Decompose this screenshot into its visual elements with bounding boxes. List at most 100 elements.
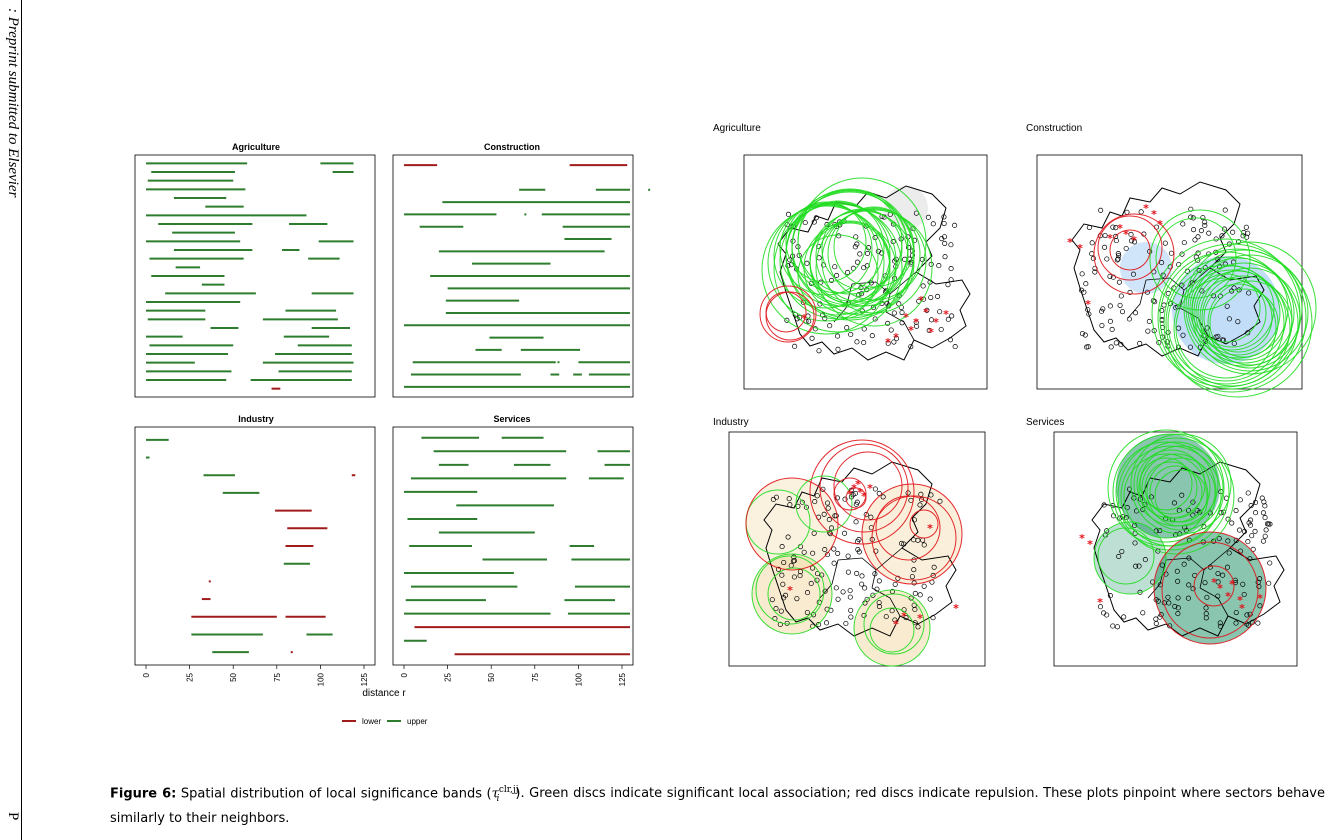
municipality-point	[1108, 344, 1114, 350]
municipality-point	[876, 604, 882, 610]
association-disc	[1146, 457, 1216, 527]
preprint-side-label: : Preprint submitted to Elsevier	[5, 8, 21, 198]
repulsion-disc	[871, 495, 957, 581]
municipality-point	[945, 316, 951, 322]
caption-text-after: ). Green discs indicate significant loca…	[110, 786, 1325, 826]
panel-title: Agriculture	[232, 142, 280, 152]
municipality-point	[1117, 302, 1123, 308]
municipality-point	[1118, 293, 1124, 299]
municipality-point	[861, 340, 867, 346]
municipality-point	[1099, 322, 1105, 329]
municipality-point	[864, 263, 870, 269]
municipality-point	[949, 313, 955, 319]
municipality-point	[828, 525, 835, 531]
panel-agriculture: Agriculture	[134, 142, 376, 398]
x-tick-label: 125	[360, 672, 369, 686]
municipality-point	[1257, 576, 1263, 582]
association-disc	[1165, 256, 1299, 390]
municipality-point	[1084, 344, 1090, 350]
municipality-point	[924, 307, 930, 313]
panel-frame	[134, 154, 376, 398]
municipality-point	[1252, 528, 1258, 534]
significant-point-marker: *	[918, 294, 924, 307]
repulsion-disc	[1109, 229, 1151, 271]
significant-point-marker: *	[1239, 602, 1245, 615]
municipality-point	[785, 211, 791, 217]
municipality-point	[864, 250, 871, 257]
x-axis-industry: 0 25 50 75 100 125	[142, 665, 369, 686]
municipality-point	[1167, 623, 1173, 629]
association-disc	[1123, 453, 1209, 539]
municipality-point	[1128, 231, 1134, 238]
municipality-point	[1162, 240, 1168, 246]
significant-point-marker: *	[903, 311, 909, 324]
significant-point-marker: *	[927, 522, 933, 535]
interval-group	[404, 164, 651, 388]
municipality-point	[1241, 528, 1247, 534]
municipality-point	[952, 344, 958, 350]
municipality-point	[930, 572, 936, 579]
municipality-point	[809, 335, 815, 341]
municipality-point	[825, 505, 831, 511]
association-disc	[1093, 521, 1167, 595]
page-side-label-bottom: P	[5, 812, 21, 821]
municipality-point	[1267, 560, 1273, 566]
municipality-point	[1241, 591, 1247, 598]
association-disc	[1154, 469, 1208, 523]
municipality-point	[919, 496, 925, 503]
association-disc	[1097, 527, 1155, 585]
municipality-point	[919, 256, 925, 262]
municipality-point	[780, 581, 786, 587]
municipality-point	[808, 580, 814, 587]
municipality-point	[1253, 510, 1259, 516]
association-disc	[1120, 445, 1222, 547]
municipality-point	[781, 595, 787, 601]
municipality-point	[1090, 255, 1096, 262]
repulsion-disc	[759, 285, 817, 343]
municipality-point	[1222, 207, 1228, 213]
x-tick-label: 50	[487, 672, 496, 681]
municipality-point	[903, 615, 909, 621]
municipality-point	[1089, 240, 1095, 246]
municipality-point	[1113, 340, 1119, 346]
significant-point-marker: *	[851, 482, 857, 495]
municipality-point	[945, 282, 951, 288]
municipality-point	[899, 540, 905, 547]
municipality-point	[1081, 289, 1087, 295]
municipality-point	[1202, 580, 1208, 586]
municipality-point	[1123, 245, 1129, 252]
municipality-point	[1215, 570, 1221, 577]
municipality-point	[1142, 557, 1148, 563]
repulsion-disc	[833, 451, 903, 521]
municipality-point	[1188, 214, 1194, 220]
municipality-point	[1107, 303, 1113, 309]
municipality-point	[1217, 620, 1223, 626]
municipality-point	[1175, 595, 1181, 601]
municipality-point	[1215, 579, 1221, 585]
significant-point-marker: *	[1157, 218, 1163, 231]
municipality-point	[1230, 229, 1236, 235]
municipality-point	[1186, 507, 1192, 513]
municipality-point	[833, 513, 839, 519]
municipality-point	[779, 544, 785, 550]
significant-point-marker: *	[1143, 202, 1149, 215]
municipality-point	[1248, 503, 1254, 509]
x-tick-label: 100	[574, 672, 583, 686]
municipality-point	[1145, 328, 1151, 334]
x-tick-label: 75	[531, 672, 540, 681]
municipality-point	[1226, 316, 1232, 322]
municipality-point	[913, 210, 919, 216]
significant-point-marker: *	[1123, 228, 1129, 241]
significant-point-marker: *	[885, 336, 891, 349]
municipality-point	[1217, 263, 1223, 269]
municipality-point	[1213, 334, 1219, 340]
significant-point-marker: *	[923, 306, 929, 319]
municipality-point	[941, 214, 947, 220]
municipality-point	[1191, 227, 1197, 233]
municipality-point	[874, 586, 880, 592]
municipality-point	[916, 298, 922, 304]
municipality-point	[1082, 332, 1088, 338]
municipality-point	[794, 596, 800, 602]
municipality-point	[913, 319, 919, 325]
municipality-point	[1124, 505, 1130, 511]
